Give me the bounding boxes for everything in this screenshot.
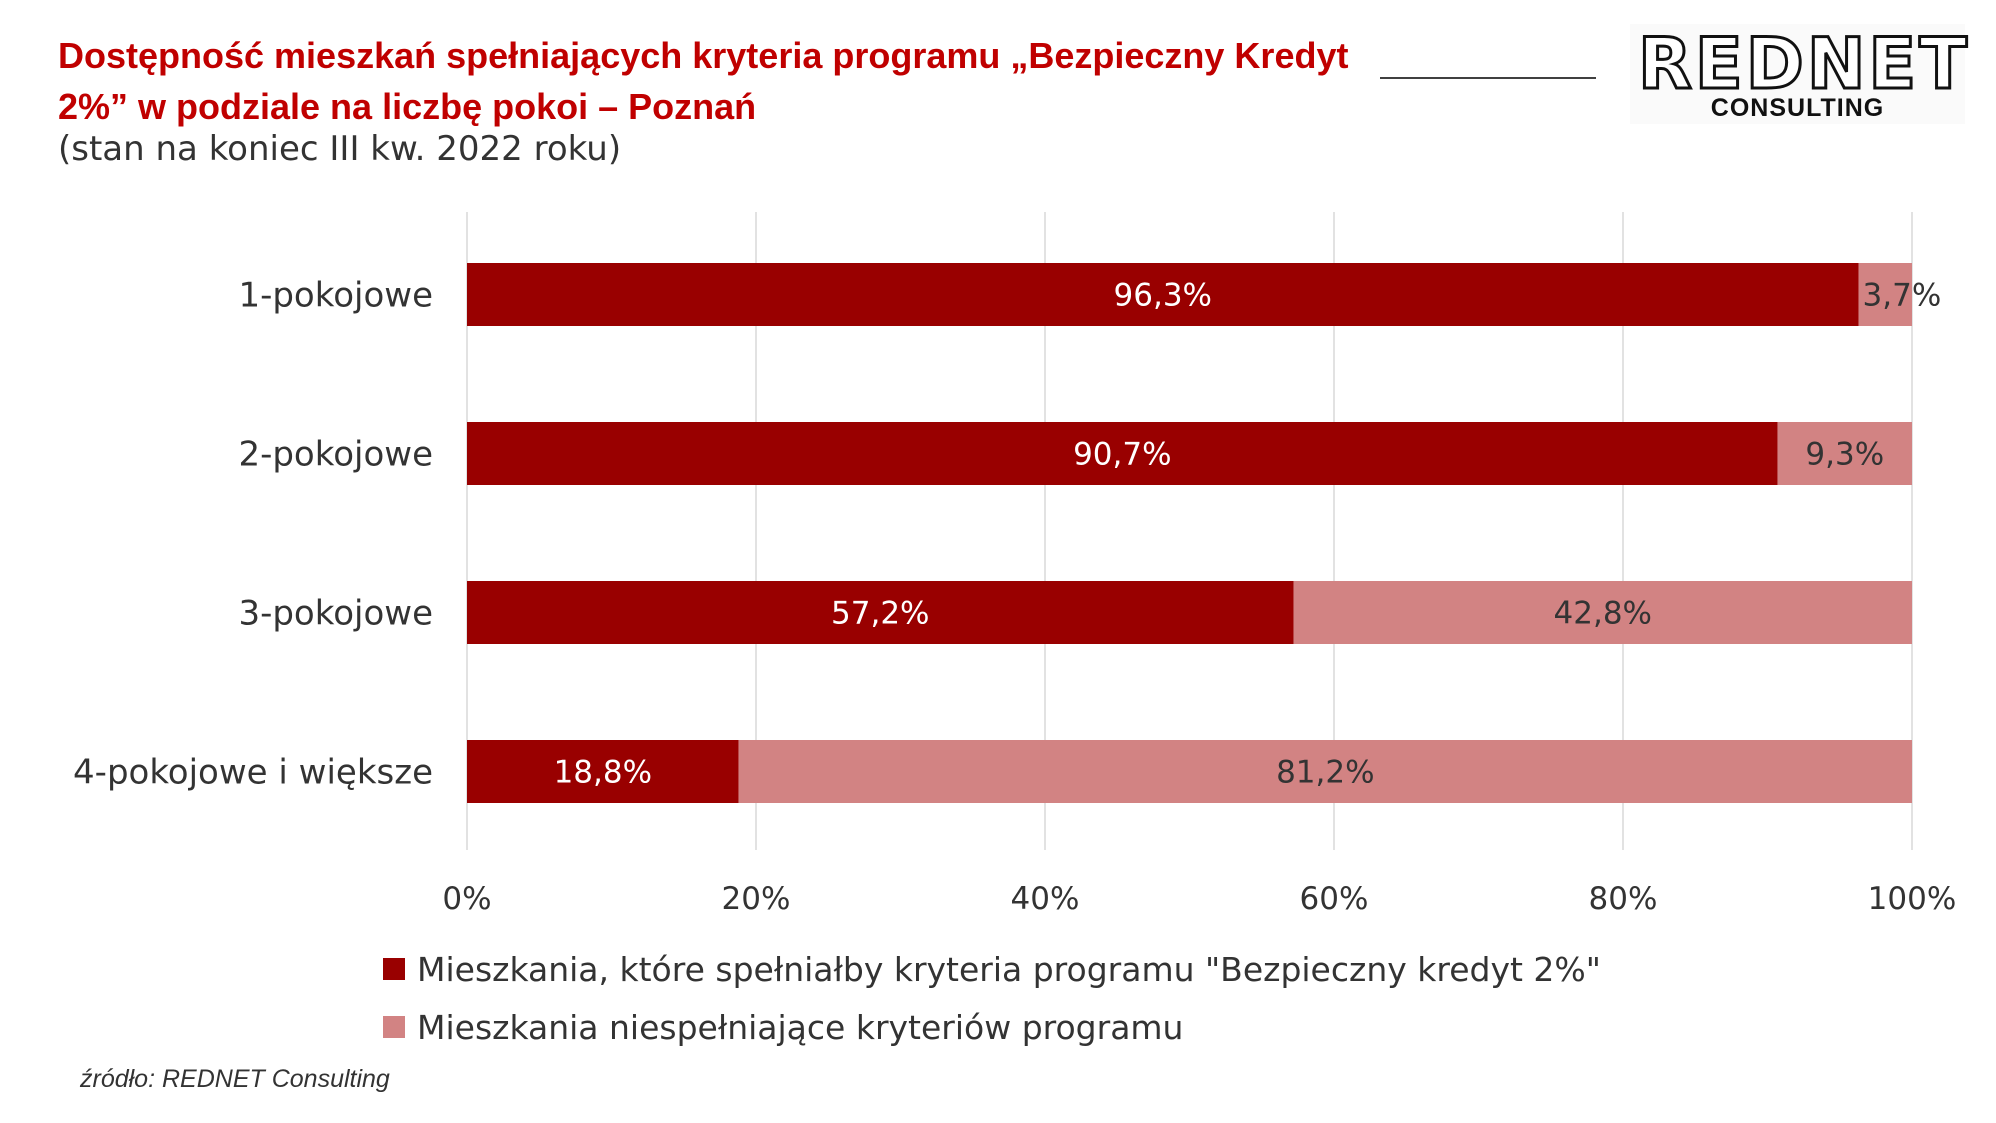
- category-label: 3-pokojowe: [238, 594, 433, 634]
- data-label: 96,3%: [1114, 278, 1212, 314]
- logo-subtitle: CONSULTING: [1710, 94, 1885, 122]
- bar-segment: [467, 581, 1294, 644]
- legend-swatch-meets: [383, 958, 405, 980]
- rednet-logo: REDNET CONSULTING: [1630, 23, 1968, 124]
- legend-item-meets: Mieszkania, które spełniałby kryteria pr…: [383, 940, 1601, 998]
- bar-segment: [467, 422, 1778, 485]
- bar-segment: [738, 740, 1913, 803]
- data-label: 42,8%: [1554, 596, 1652, 632]
- bar-segment: [1293, 581, 1912, 644]
- bar-segment: [467, 263, 1859, 326]
- data-label: 57,2%: [831, 596, 929, 632]
- logo-wordmark: REDNET: [1637, 23, 1970, 106]
- chart-title: Dostępność mieszkań spełniających kryter…: [58, 35, 1349, 127]
- legend: Mieszkania, które spełniałby kryteria pr…: [383, 940, 1601, 1056]
- legend-label-meets: Mieszkania, które spełniałby kryteria pr…: [417, 949, 1601, 989]
- stacked-bar-chart: 0% 20% 40% 60% 80% 100% 1-pokojowe 96,3% 3,7% 2-p…: [73, 212, 1957, 917]
- x-tick-label: 100%: [1868, 881, 1957, 917]
- category-label: 1-pokojowe: [238, 276, 433, 316]
- chart-subtitle: (stan na koniec III kw. 2022 roku): [58, 129, 622, 169]
- source-note: źródło: REDNET Consulting: [80, 1065, 390, 1093]
- x-tick-label: 0%: [442, 881, 491, 917]
- bar-segment: [1858, 263, 1912, 326]
- x-tick-label: 60%: [1300, 881, 1369, 917]
- bar-segment: [467, 740, 739, 803]
- legend-item-not: Mieszkania niespełniające kryteriów prog…: [383, 998, 1601, 1056]
- data-label: 90,7%: [1073, 437, 1171, 473]
- data-label: 81,2%: [1276, 755, 1374, 791]
- x-tick-label: 80%: [1589, 881, 1658, 917]
- legend-label-not: Mieszkania niespełniające kryteriów prog…: [417, 1007, 1184, 1047]
- data-label: 3,7%: [1863, 278, 1942, 314]
- x-tick-label: 40%: [1011, 881, 1080, 917]
- data-label: 18,8%: [554, 755, 652, 791]
- data-label: 9,3%: [1805, 437, 1884, 473]
- x-tick-label: 20%: [722, 881, 791, 917]
- bar-segment: [1777, 422, 1912, 485]
- title-underline: [1380, 77, 1596, 79]
- category-label: 2-pokojowe: [238, 435, 433, 475]
- category-label: 4-pokojowe i większe: [73, 753, 433, 793]
- legend-swatch-not: [383, 1016, 405, 1038]
